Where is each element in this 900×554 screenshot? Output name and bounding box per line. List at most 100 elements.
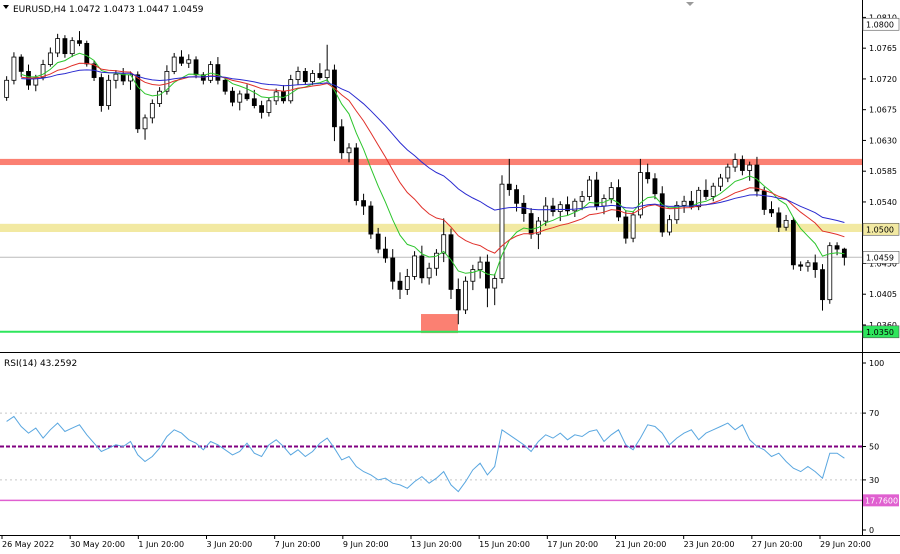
- candle[interactable]: [397, 272, 403, 299]
- candle[interactable]: [106, 74, 112, 110]
- candle[interactable]: [637, 158, 643, 219]
- candle[interactable]: [783, 214, 789, 231]
- candle[interactable]: [761, 186, 767, 215]
- candle[interactable]: [295, 66, 301, 86]
- candle[interactable]: [346, 143, 352, 163]
- candle[interactable]: [222, 78, 228, 95]
- candle[interactable]: [142, 114, 148, 140]
- candle[interactable]: [630, 211, 636, 243]
- candle[interactable]: [412, 251, 417, 280]
- candle[interactable]: [84, 40, 90, 67]
- candle[interactable]: [812, 254, 818, 278]
- candle[interactable]: [790, 216, 796, 270]
- candle[interactable]: [237, 90, 243, 111]
- candle[interactable]: [667, 214, 672, 236]
- candle[interactable]: [718, 173, 723, 192]
- candle[interactable]: [645, 163, 651, 184]
- candle[interactable]: [499, 175, 505, 284]
- candle[interactable]: [302, 67, 308, 85]
- candle[interactable]: [179, 50, 184, 66]
- candle[interactable]: [383, 236, 388, 263]
- candle[interactable]: [157, 87, 163, 107]
- one-click-trading-arrow-icon[interactable]: [686, 2, 694, 6]
- candle[interactable]: [543, 197, 549, 226]
- candle[interactable]: [77, 31, 82, 47]
- candle[interactable]: [215, 57, 221, 85]
- candle[interactable]: [434, 249, 439, 276]
- candle[interactable]: [244, 84, 250, 101]
- candle[interactable]: [98, 73, 104, 112]
- candle[interactable]: [69, 37, 75, 58]
- candle[interactable]: [805, 260, 811, 272]
- candle[interactable]: [120, 67, 126, 86]
- candle[interactable]: [579, 191, 585, 211]
- candle[interactable]: [368, 201, 374, 239]
- candle[interactable]: [820, 264, 825, 311]
- candle[interactable]: [404, 268, 410, 295]
- candle[interactable]: [776, 207, 782, 233]
- candle[interactable]: [594, 171, 600, 211]
- candle[interactable]: [149, 99, 155, 124]
- candle[interactable]: [572, 198, 578, 217]
- candles-layer[interactable]: [4, 31, 847, 325]
- candle-body: [543, 205, 549, 222]
- candle[interactable]: [703, 179, 709, 200]
- candle[interactable]: [798, 261, 804, 271]
- candle[interactable]: [332, 64, 337, 142]
- candle[interactable]: [550, 197, 556, 217]
- candle[interactable]: [557, 201, 563, 222]
- candle[interactable]: [11, 52, 17, 85]
- candle[interactable]: [623, 210, 629, 244]
- main-plot-area[interactable]: [0, 0, 862, 350]
- candle[interactable]: [506, 158, 512, 196]
- candle[interactable]: [171, 52, 177, 75]
- candle[interactable]: [739, 155, 745, 176]
- candle-body: [455, 289, 461, 311]
- candle[interactable]: [47, 47, 53, 67]
- candle[interactable]: [62, 35, 68, 58]
- candle-body: [499, 183, 505, 279]
- candle[interactable]: [426, 262, 432, 285]
- candle[interactable]: [361, 193, 366, 215]
- candle[interactable]: [448, 228, 454, 299]
- candle[interactable]: [259, 100, 265, 119]
- candle[interactable]: [266, 97, 272, 117]
- candle[interactable]: [659, 186, 665, 237]
- candle[interactable]: [310, 70, 315, 86]
- candle[interactable]: [390, 249, 396, 290]
- candle[interactable]: [419, 245, 425, 284]
- candle[interactable]: [725, 163, 731, 183]
- candle[interactable]: [470, 264, 476, 291]
- candle[interactable]: [674, 201, 680, 224]
- candle[interactable]: [18, 54, 24, 77]
- candle[interactable]: [317, 63, 323, 80]
- candle[interactable]: [652, 173, 658, 200]
- candle[interactable]: [55, 33, 61, 58]
- candle[interactable]: [208, 61, 214, 84]
- candle[interactable]: [747, 161, 753, 181]
- candle[interactable]: [441, 218, 447, 263]
- candle[interactable]: [4, 76, 10, 101]
- candle[interactable]: [681, 195, 687, 213]
- candle[interactable]: [353, 143, 359, 206]
- candle[interactable]: [339, 119, 345, 159]
- candle[interactable]: [485, 254, 490, 308]
- candle[interactable]: [135, 71, 141, 133]
- candle[interactable]: [186, 54, 192, 68]
- candle[interactable]: [375, 227, 381, 254]
- candle[interactable]: [827, 242, 833, 304]
- candle[interactable]: [492, 273, 498, 306]
- rsi-tick-label: 30: [869, 476, 879, 485]
- candle[interactable]: [463, 276, 468, 315]
- candle[interactable]: [324, 44, 330, 82]
- candle[interactable]: [455, 278, 461, 325]
- candle[interactable]: [586, 175, 592, 201]
- rsi-layer[interactable]: [0, 412, 862, 502]
- candle[interactable]: [732, 153, 738, 172]
- rsi-line[interactable]: [6, 415, 845, 493]
- candle[interactable]: [769, 201, 774, 217]
- candle[interactable]: [565, 196, 570, 215]
- candle[interactable]: [230, 87, 235, 107]
- triangle-down-icon[interactable]: [3, 5, 9, 9]
